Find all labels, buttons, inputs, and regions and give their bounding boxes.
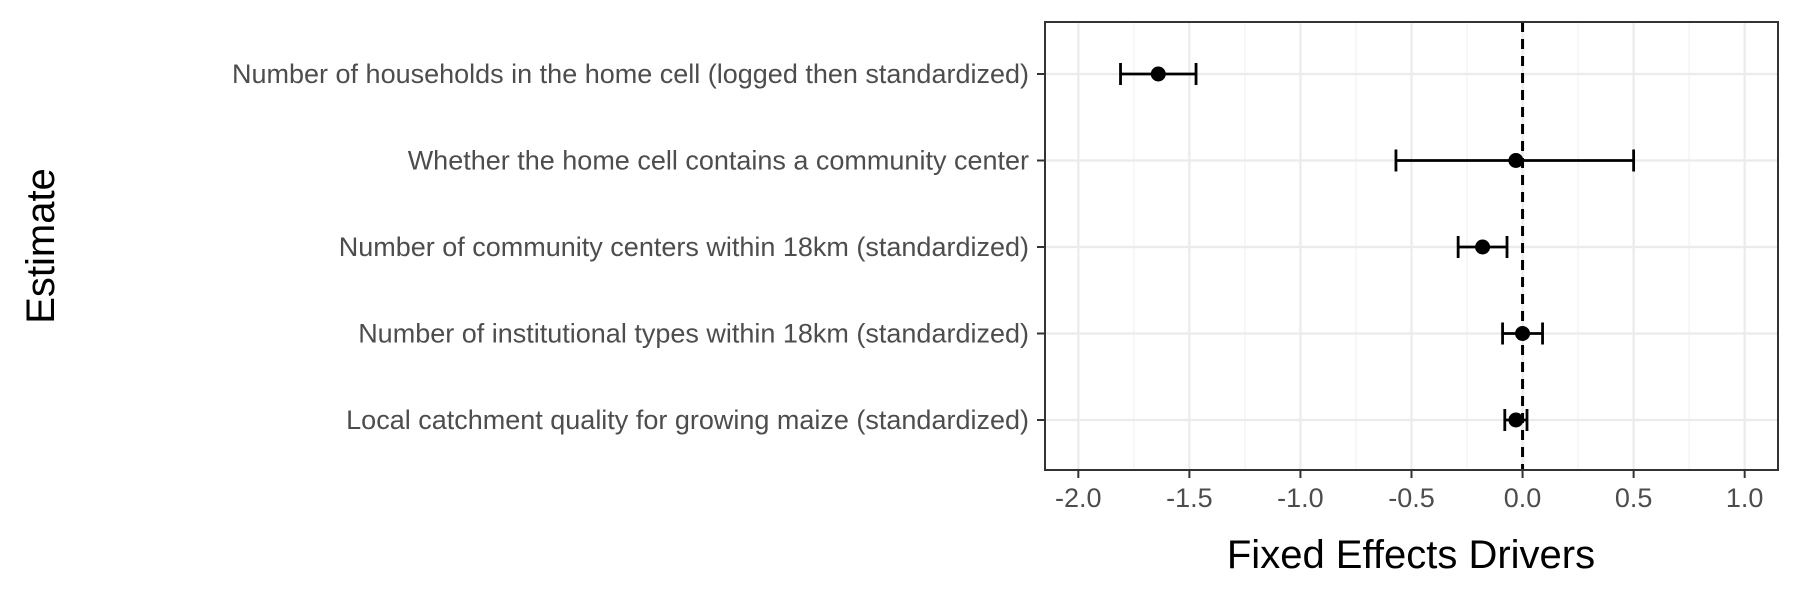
estimate-point xyxy=(1508,153,1524,168)
y-tick-label: Number of households in the home cell (l… xyxy=(232,59,1029,89)
y-tick-label: Number of institutional types within 18k… xyxy=(358,319,1029,349)
x-tick-label: 0.5 xyxy=(1615,483,1653,513)
x-tick-label: 0.0 xyxy=(1504,483,1542,513)
x-tick-label: -1.5 xyxy=(1166,483,1213,513)
grid-layer xyxy=(1045,22,1778,470)
y-tick-label: Whether the home cell contains a communi… xyxy=(408,146,1029,176)
estimate-point xyxy=(1475,239,1491,255)
marks-layer xyxy=(1119,22,1636,470)
estimate-point xyxy=(1508,412,1524,428)
x-tick-label: -1.0 xyxy=(1277,483,1324,513)
y-tick-label: Local catchment quality for growing maiz… xyxy=(346,405,1029,435)
x-tick-label: -2.0 xyxy=(1055,483,1102,513)
x-tick-label: 1.0 xyxy=(1726,483,1764,513)
y-tick-label: Number of community centers within 18km … xyxy=(339,232,1029,262)
x-axis-title: Fixed Effects Drivers xyxy=(1227,533,1595,577)
y-axis-title: Estimate xyxy=(19,168,63,324)
estimate-point xyxy=(1515,326,1531,341)
x-tick-label: -0.5 xyxy=(1388,483,1435,513)
estimate-point xyxy=(1150,66,1166,82)
ticks-layer: -2.0 -1.5 -1.0 -0.5 0.0 0.5 1.0 Number of house… xyxy=(232,59,1763,513)
